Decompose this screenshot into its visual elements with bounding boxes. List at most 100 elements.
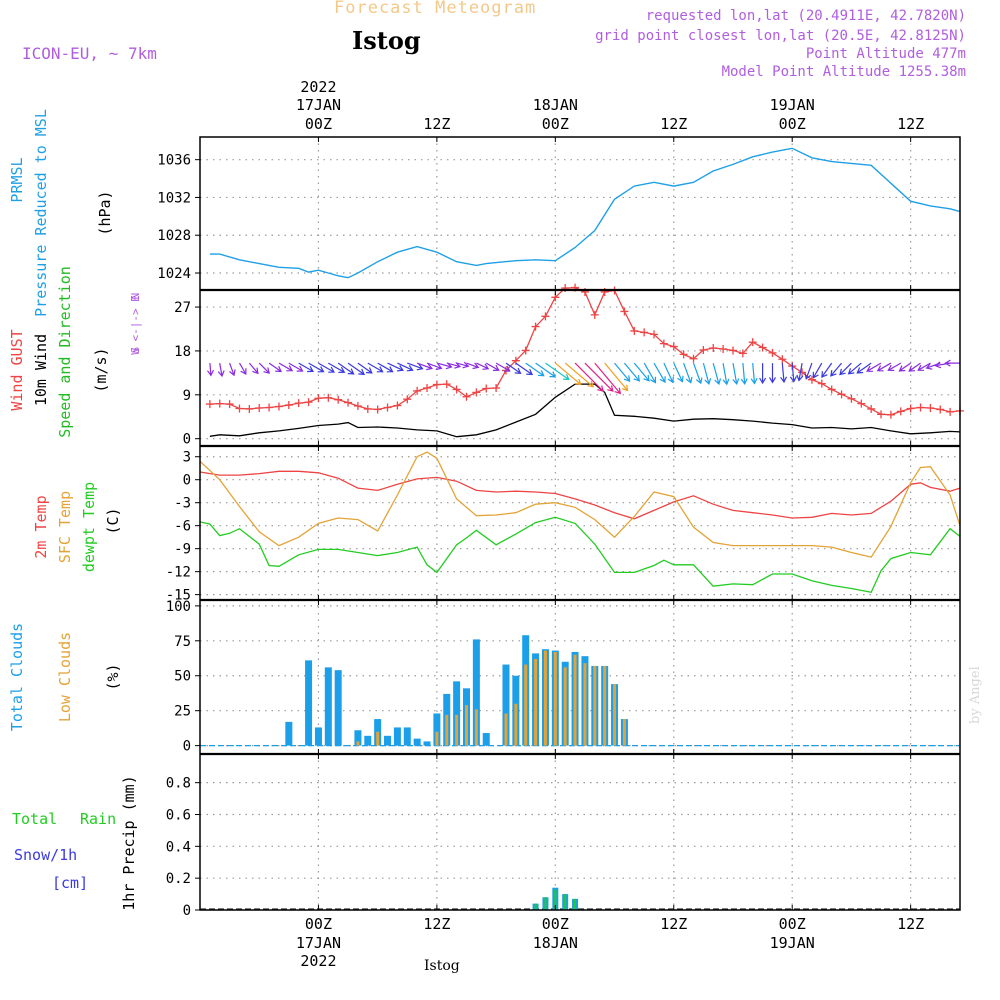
wind-arrow	[377, 362, 394, 373]
wind-arrow	[887, 362, 902, 371]
y-axis-ticks: 0 25 50 75 100	[166, 599, 200, 755]
gust-marker	[393, 401, 402, 410]
y-axis-ticks: 0 0.2 0.4 0.6 0.8	[166, 776, 200, 919]
gust-marker	[373, 405, 382, 414]
low-cloud-bar	[464, 705, 468, 746]
gust-marker	[886, 410, 895, 419]
gust-marker	[413, 386, 422, 395]
wind-arrow	[944, 359, 960, 367]
total-cloud-bar	[403, 727, 411, 746]
y-tick-label: 1036	[157, 153, 191, 169]
gust-marker	[531, 322, 540, 331]
gust-marker	[906, 404, 915, 413]
total-cloud-bar	[354, 730, 362, 746]
gust-marker	[472, 388, 481, 397]
gust-marker	[798, 368, 807, 377]
wind-arrow	[780, 363, 788, 384]
low-cloud-bar	[474, 709, 478, 746]
y-axis-ticks: 0 9 18 27	[174, 300, 200, 448]
rain-bar	[574, 898, 577, 910]
horizontal-grid	[200, 782, 960, 911]
wind-arrow	[683, 362, 693, 384]
wind-arrow	[908, 362, 921, 372]
gust-marker	[778, 355, 787, 364]
wind-arrow	[436, 362, 453, 370]
low-cloud-bar	[603, 665, 607, 746]
wind-arrow	[712, 362, 722, 386]
total-cloud-bar	[334, 670, 342, 746]
wind-arrow	[248, 362, 259, 375]
wind-arrow	[357, 362, 373, 374]
gust-marker	[877, 410, 886, 419]
wind-arrow	[495, 362, 511, 372]
total-cloud-bar	[472, 639, 480, 746]
compass-north: N	[129, 293, 142, 300]
gust-marker	[452, 385, 461, 394]
gust-marker	[738, 349, 747, 358]
wind-arrow	[876, 362, 892, 372]
wind-direction-label: Speed and Direction	[56, 266, 74, 438]
gust-marker	[807, 375, 816, 384]
gust-marker	[403, 395, 412, 404]
wind-arrow	[525, 362, 545, 377]
y-tick-label: 100	[166, 599, 191, 615]
gust-marker	[817, 379, 826, 388]
wind-arrow	[789, 363, 797, 383]
wind-arrow	[515, 362, 534, 376]
low-clouds-label: Low Clouds	[56, 632, 74, 722]
bottom-station-label: Istog	[424, 958, 460, 974]
wind-arrow	[722, 362, 730, 386]
total-cloud-bar	[413, 738, 421, 746]
low-cloud-bar	[583, 663, 587, 746]
total-cloud-bar	[384, 735, 392, 746]
wind-arrow	[466, 362, 480, 370]
gust-marker	[630, 326, 639, 335]
total-cloud-bar	[433, 713, 441, 746]
rain-bar	[564, 894, 567, 910]
gust-marker	[827, 385, 836, 394]
gust-marker	[334, 395, 343, 404]
wind-arrow	[759, 363, 767, 385]
gust-marker	[304, 398, 313, 407]
y-tick-label: 1024	[157, 266, 191, 282]
gust-marker	[245, 404, 254, 413]
wind-arrow	[328, 362, 346, 373]
horizontal-grid	[200, 456, 960, 596]
total-cloud-bar	[314, 727, 322, 746]
total-cloud-bar	[393, 727, 401, 746]
y-tick-label: -6	[174, 519, 191, 535]
gust-marker	[699, 345, 708, 354]
low-cloud-bar	[356, 741, 360, 746]
wind-arrow	[505, 362, 522, 374]
gust-marker	[383, 403, 392, 412]
top-date-label: 17JAN	[296, 96, 341, 114]
wind-arrow	[318, 362, 336, 373]
wind-arrow	[207, 363, 215, 377]
gust-marker	[324, 393, 333, 402]
total-cloud-bar	[285, 721, 293, 746]
point-altitude: Point Altitude 477m	[805, 46, 966, 62]
low-cloud-bar	[553, 651, 557, 746]
wind-arrow	[898, 362, 911, 372]
top-date-label: 19JAN	[770, 96, 815, 114]
horizontal-grid	[200, 605, 960, 747]
gust-marker	[650, 330, 659, 339]
x-axis-ticks	[317, 137, 912, 910]
gust-marker	[363, 404, 372, 413]
wind-arrow	[796, 362, 804, 382]
y-tick-label: 27	[174, 300, 191, 316]
wind-arrow	[594, 362, 622, 395]
wind-arrow	[804, 362, 813, 380]
bottom-hour-label: 00Z	[779, 915, 806, 933]
compass-we: W <-|-> E	[129, 295, 142, 355]
wind-arrow	[604, 362, 629, 392]
wind-arrow	[387, 362, 404, 372]
wind-arrow	[554, 362, 582, 386]
gust-marker	[857, 399, 866, 408]
gust-marker	[482, 384, 491, 393]
station-title: Istog	[352, 26, 421, 55]
top-hour-label: 12Z	[897, 115, 924, 133]
wind-arrow	[847, 362, 862, 375]
temp-sfc-line	[199, 451, 961, 558]
